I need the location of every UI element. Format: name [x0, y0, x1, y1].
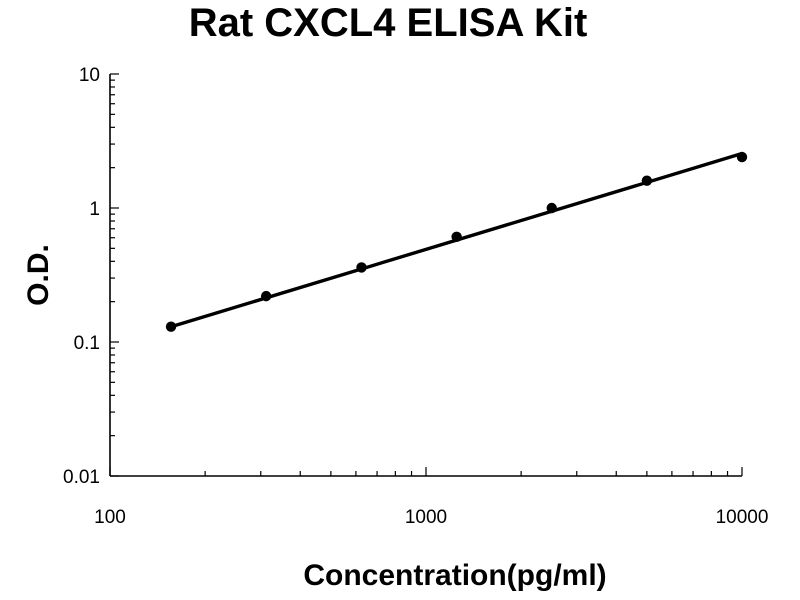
data-point: [451, 231, 462, 242]
data-point: [356, 262, 367, 273]
y-tick-label: 10: [79, 65, 100, 86]
data-point: [641, 175, 653, 186]
x-tick-label: 10000: [716, 507, 769, 528]
axis-tick-labels: 0.01 0.1 1 10 100 1000 10000: [63, 65, 768, 528]
y-tick-label: 1: [89, 199, 100, 220]
data-points-layer: [165, 151, 748, 332]
y-tick-label: 0.1: [74, 333, 100, 354]
axes: [109, 74, 742, 477]
chart-title: Rat CXCL4 ELISA Kit: [189, 1, 588, 45]
data-point: [736, 151, 748, 163]
y-tick-label: 0.01: [63, 467, 100, 488]
axis-ticks: [109, 73, 743, 477]
data-point: [260, 290, 272, 302]
x-axis-label: Concentration(pg/ml): [303, 559, 606, 592]
data-point: [165, 321, 177, 332]
x-tick-label: 100: [94, 507, 126, 528]
y-axis-label: O.D.: [22, 244, 55, 306]
x-tick-label: 1000: [405, 507, 447, 528]
data-point: [546, 202, 557, 214]
